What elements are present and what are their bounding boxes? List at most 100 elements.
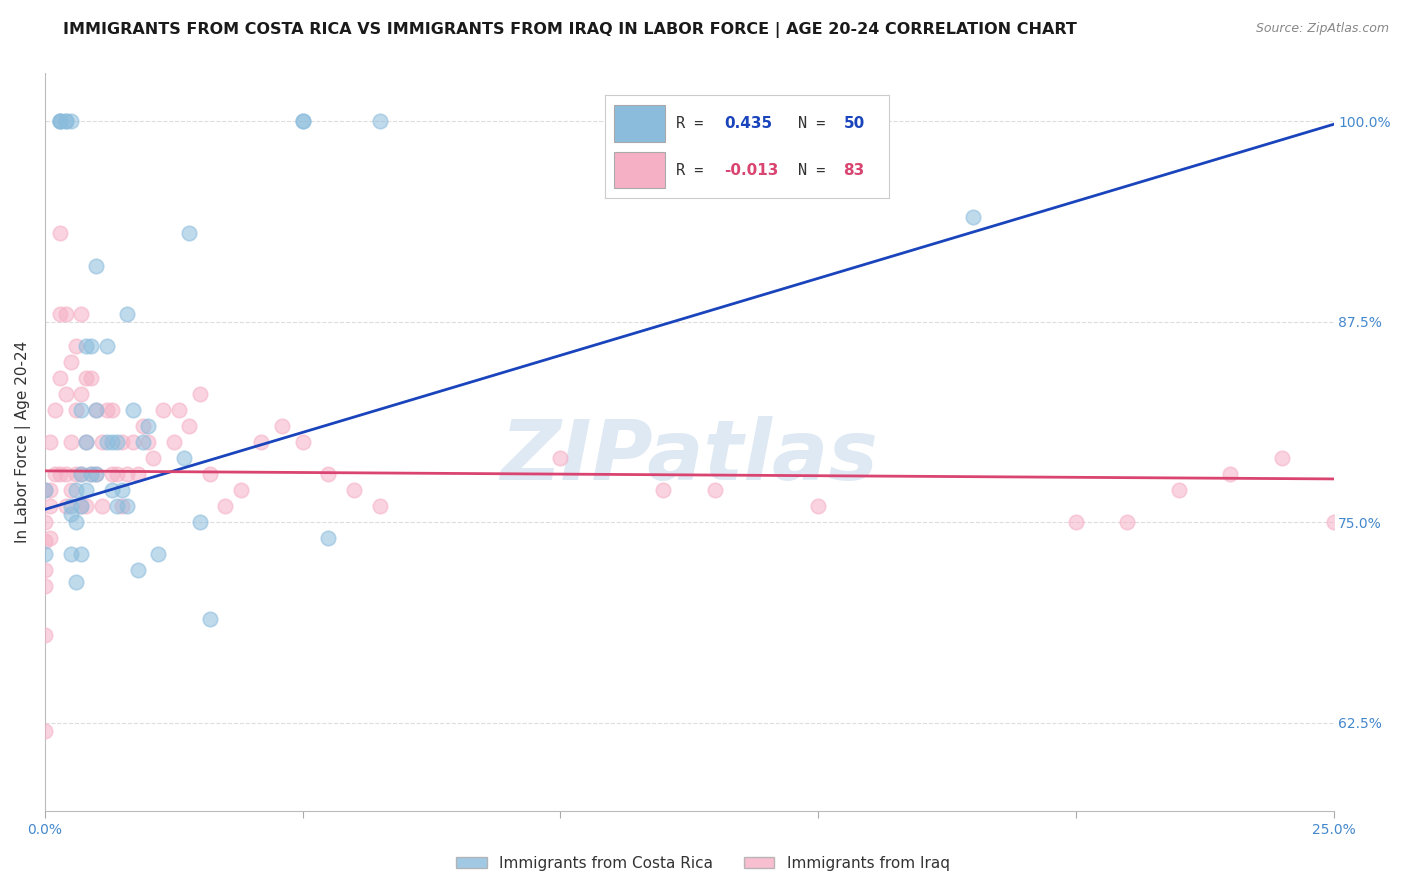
Point bbox=[65, 403, 87, 417]
Point bbox=[132, 419, 155, 434]
Point bbox=[198, 611, 221, 625]
Point bbox=[173, 451, 195, 466]
Point bbox=[70, 467, 93, 482]
Point bbox=[167, 403, 190, 417]
Point bbox=[70, 387, 93, 401]
Point bbox=[86, 467, 108, 482]
Point bbox=[65, 515, 87, 529]
Point bbox=[117, 467, 139, 482]
Point bbox=[96, 339, 118, 353]
Point bbox=[34, 483, 56, 497]
Point bbox=[111, 435, 134, 450]
Point bbox=[136, 419, 159, 434]
Point bbox=[271, 419, 294, 434]
Point bbox=[55, 307, 77, 321]
Point bbox=[65, 483, 87, 497]
Point bbox=[34, 579, 56, 593]
Point bbox=[198, 467, 221, 482]
Point bbox=[55, 467, 77, 482]
Point bbox=[59, 355, 82, 369]
Point bbox=[34, 515, 56, 529]
Point bbox=[75, 371, 97, 385]
Point bbox=[34, 534, 56, 549]
Point bbox=[59, 483, 82, 497]
Point bbox=[142, 451, 165, 466]
Point bbox=[44, 403, 66, 417]
Point bbox=[70, 499, 93, 513]
Point bbox=[70, 403, 93, 417]
Point bbox=[152, 403, 174, 417]
Point bbox=[179, 227, 201, 241]
Point bbox=[229, 483, 252, 497]
Point bbox=[80, 371, 103, 385]
Point bbox=[39, 483, 62, 497]
Point bbox=[318, 531, 340, 545]
Point bbox=[75, 339, 97, 353]
Point bbox=[343, 483, 366, 497]
Text: IMMIGRANTS FROM COSTA RICA VS IMMIGRANTS FROM IRAQ IN LABOR FORCE | AGE 20-24 CO: IMMIGRANTS FROM COSTA RICA VS IMMIGRANTS… bbox=[63, 22, 1077, 38]
Point bbox=[75, 435, 97, 450]
Point bbox=[1219, 467, 1241, 482]
Point bbox=[368, 499, 391, 513]
Point bbox=[127, 563, 149, 577]
Point bbox=[368, 114, 391, 128]
Legend: Immigrants from Costa Rica, Immigrants from Iraq: Immigrants from Costa Rica, Immigrants f… bbox=[450, 850, 956, 877]
Point bbox=[34, 483, 56, 497]
Point bbox=[59, 499, 82, 513]
Point bbox=[70, 307, 93, 321]
Point bbox=[44, 467, 66, 482]
Point bbox=[1116, 515, 1139, 529]
Point bbox=[121, 403, 143, 417]
Point bbox=[39, 499, 62, 513]
Point bbox=[59, 435, 82, 450]
Point bbox=[121, 435, 143, 450]
Point bbox=[70, 547, 93, 561]
Point bbox=[80, 339, 103, 353]
Point bbox=[291, 114, 314, 128]
Point bbox=[1322, 515, 1344, 529]
Point bbox=[75, 499, 97, 513]
Point bbox=[59, 547, 82, 561]
Point bbox=[49, 307, 72, 321]
Point bbox=[55, 114, 77, 128]
Point bbox=[105, 467, 128, 482]
Point bbox=[807, 499, 830, 513]
Point bbox=[49, 114, 72, 128]
Point bbox=[86, 467, 108, 482]
Point bbox=[90, 435, 112, 450]
Point bbox=[96, 403, 118, 417]
Point bbox=[96, 435, 118, 450]
Point bbox=[318, 467, 340, 482]
Point bbox=[75, 435, 97, 450]
Point bbox=[86, 403, 108, 417]
Point bbox=[59, 114, 82, 128]
Point bbox=[49, 227, 72, 241]
Point bbox=[101, 403, 124, 417]
Point bbox=[127, 467, 149, 482]
Point bbox=[1271, 451, 1294, 466]
Point bbox=[148, 547, 170, 561]
Point bbox=[105, 499, 128, 513]
Point bbox=[70, 467, 93, 482]
Point bbox=[188, 387, 211, 401]
Point bbox=[117, 499, 139, 513]
Point bbox=[188, 515, 211, 529]
Point bbox=[39, 531, 62, 545]
Point bbox=[86, 403, 108, 417]
Point bbox=[1064, 515, 1087, 529]
Point bbox=[34, 547, 56, 561]
Point bbox=[49, 371, 72, 385]
Point bbox=[550, 451, 572, 466]
Point bbox=[34, 563, 56, 577]
Point bbox=[59, 507, 82, 521]
Text: Source: ZipAtlas.com: Source: ZipAtlas.com bbox=[1256, 22, 1389, 36]
Point bbox=[49, 114, 72, 128]
Point bbox=[117, 307, 139, 321]
Point bbox=[132, 435, 155, 450]
Point bbox=[70, 499, 93, 513]
Text: ZIPatlas: ZIPatlas bbox=[501, 417, 879, 497]
Point bbox=[179, 419, 201, 434]
Point bbox=[55, 387, 77, 401]
Point bbox=[111, 499, 134, 513]
Point bbox=[49, 467, 72, 482]
